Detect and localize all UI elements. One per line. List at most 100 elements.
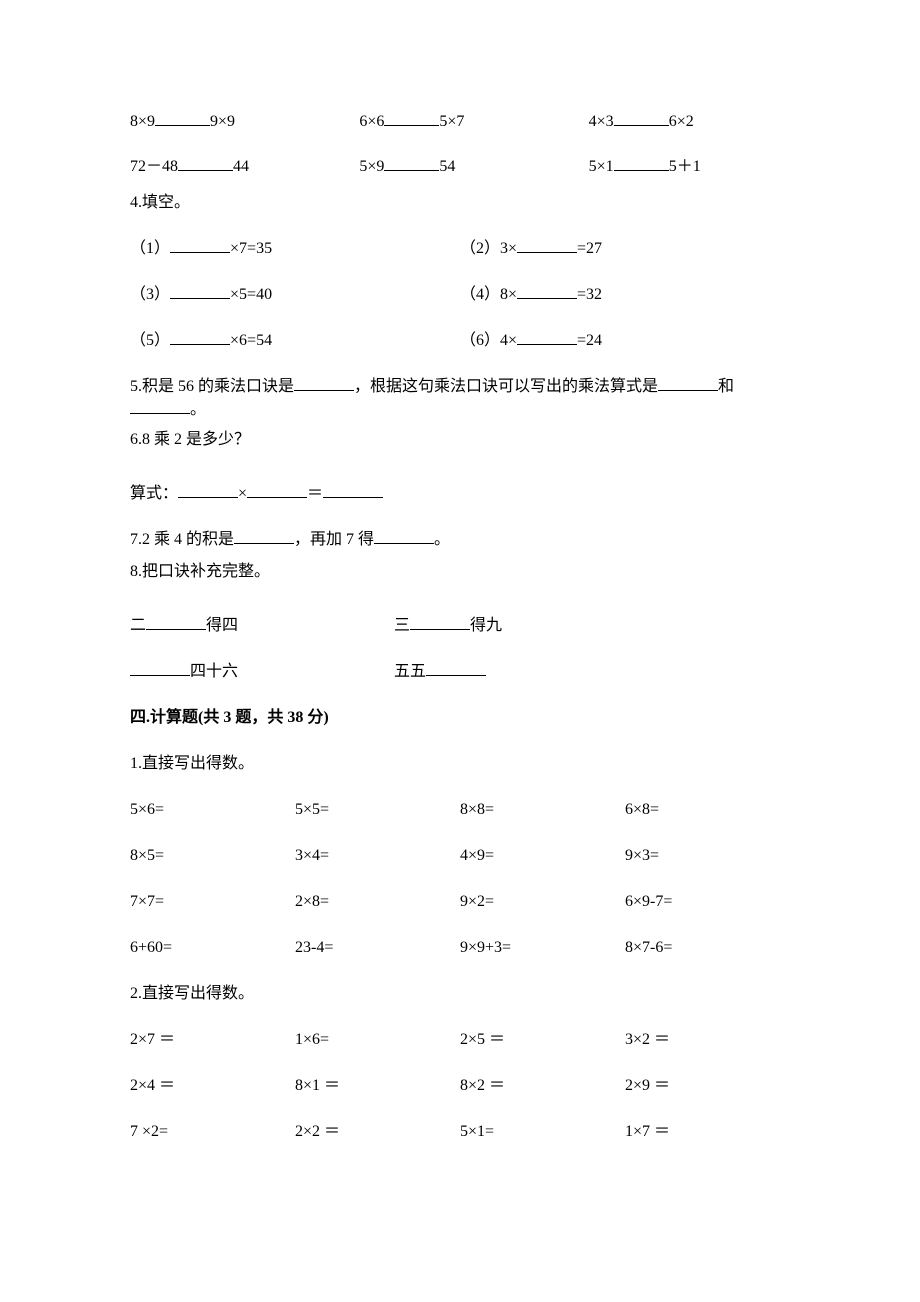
text: =32 bbox=[577, 286, 602, 303]
text: ×7=35 bbox=[230, 240, 272, 257]
text: ×5=40 bbox=[230, 286, 272, 303]
blank bbox=[146, 614, 206, 630]
text: 7.2 乘 4 的积是 bbox=[130, 531, 234, 548]
text: 4×3 bbox=[589, 113, 614, 130]
cell: 1×6= bbox=[295, 1028, 460, 1052]
text: 三 bbox=[394, 617, 410, 634]
text: =27 bbox=[577, 240, 602, 257]
cell: 8×5= bbox=[130, 844, 295, 868]
section-4-title: 四.计算题(共 3 题，共 38 分) bbox=[130, 706, 790, 730]
cell: 2×5 ＝ bbox=[460, 1028, 625, 1052]
text: ×6=54 bbox=[230, 332, 272, 349]
blank bbox=[130, 398, 190, 414]
text: 5.积是 56 的乘法口诀是 bbox=[130, 378, 294, 395]
text: 算式： bbox=[130, 485, 178, 502]
q8-row1: 二得四 三得九 bbox=[130, 614, 790, 638]
text: 五五 bbox=[394, 663, 426, 680]
cell: 5×5= bbox=[295, 798, 460, 822]
text: 5×7 bbox=[439, 113, 464, 130]
blank bbox=[170, 283, 230, 299]
p2-title: 2.直接写出得数。 bbox=[130, 982, 790, 1006]
cell: 2×2 ＝ bbox=[295, 1120, 460, 1144]
q3-row2: 72－4844 5×954 5×15＋1 bbox=[130, 155, 790, 178]
q7: 7.2 乘 4 的积是 ，再加 7 得 。 bbox=[130, 528, 790, 552]
cell: 9×3= bbox=[625, 844, 790, 868]
cell: 6×9-7= bbox=[625, 890, 790, 914]
p2-row1: 2×7 ＝ 1×6= 2×5 ＝ 3×2 ＝ bbox=[130, 1028, 790, 1052]
blank bbox=[517, 283, 577, 299]
cell: 3×2 ＝ bbox=[625, 1028, 790, 1052]
blank bbox=[410, 614, 470, 630]
text: ＝ bbox=[307, 485, 323, 502]
q4-row3: （5） ×6=54 （6）4× =24 bbox=[130, 329, 790, 353]
text: 44 bbox=[233, 158, 249, 175]
text: × bbox=[238, 485, 247, 502]
blank bbox=[130, 660, 190, 676]
text: 5×1 bbox=[589, 158, 614, 175]
text: 。 bbox=[434, 531, 450, 548]
text: （6）4× bbox=[460, 332, 517, 349]
text: ，再加 7 得 bbox=[294, 531, 374, 548]
blank bbox=[517, 329, 577, 345]
cell: 8×7-6= bbox=[625, 936, 790, 960]
blank bbox=[614, 110, 669, 126]
q4-row1: （1）×7=35 （2）3×=27 bbox=[130, 237, 790, 261]
text: =24 bbox=[577, 332, 602, 349]
cell: 8×2 ＝ bbox=[460, 1074, 625, 1098]
blank bbox=[374, 528, 434, 544]
q3-row1: 8×9 9×9 6×6 5×7 4×3 6×2 bbox=[130, 110, 790, 133]
text: 和 bbox=[718, 378, 734, 395]
cell: 7×7= bbox=[130, 890, 295, 914]
cell: 2×8= bbox=[295, 890, 460, 914]
text: 二 bbox=[130, 617, 146, 634]
q4-row2: （3） ×5=40 （4）8× =32 bbox=[130, 283, 790, 307]
cell: 5×6= bbox=[130, 798, 295, 822]
cell: 23-4= bbox=[295, 936, 460, 960]
blank bbox=[658, 375, 718, 391]
p2-row3: 7 ×2= 2×2 ＝ 5×1= 1×7 ＝ bbox=[130, 1120, 790, 1144]
cell: 3×4= bbox=[295, 844, 460, 868]
text: 6×2 bbox=[669, 113, 694, 130]
text: 5＋1 bbox=[669, 158, 701, 175]
q5: 5.积是 56 的乘法口诀是 ，根据这句乘法口诀可以写出的乘法算式是 和。 bbox=[130, 375, 790, 420]
text: 8×9 bbox=[130, 113, 155, 130]
blank bbox=[234, 528, 294, 544]
q6-formula: 算式： × ＝ bbox=[130, 482, 790, 506]
text: 得九 bbox=[470, 617, 502, 634]
blank bbox=[384, 110, 439, 126]
text: （5） bbox=[130, 332, 170, 349]
cell: 9×2= bbox=[460, 890, 625, 914]
blank bbox=[384, 155, 439, 171]
cell: 2×9 ＝ bbox=[625, 1074, 790, 1098]
q8-row2: 四十六 五五 bbox=[130, 660, 790, 684]
blank bbox=[178, 482, 238, 498]
cell: 9×9+3= bbox=[460, 936, 625, 960]
p1-row2: 8×5= 3×4= 4×9= 9×3= bbox=[130, 844, 790, 868]
cell: 1×7 ＝ bbox=[625, 1120, 790, 1144]
cell: 6×8= bbox=[625, 798, 790, 822]
blank bbox=[614, 155, 669, 171]
text: 6×6 bbox=[359, 113, 384, 130]
p1-row4: 6+60= 23-4= 9×9+3= 8×7-6= bbox=[130, 936, 790, 960]
cell: 8×1 ＝ bbox=[295, 1074, 460, 1098]
q4-title: 4.填空。 bbox=[130, 191, 790, 215]
text: 。 bbox=[190, 401, 206, 418]
text: （4）8× bbox=[460, 286, 517, 303]
blank bbox=[170, 237, 230, 253]
blank bbox=[178, 155, 233, 171]
p1-title: 1.直接写出得数。 bbox=[130, 752, 790, 776]
cell: 8×8= bbox=[460, 798, 625, 822]
text: （3） bbox=[130, 286, 170, 303]
blank bbox=[155, 110, 210, 126]
text: 四十六 bbox=[190, 663, 238, 680]
blank bbox=[170, 329, 230, 345]
text: 5×9 bbox=[359, 158, 384, 175]
text: ，根据这句乘法口诀可以写出的乘法算式是 bbox=[354, 378, 658, 395]
cell: 2×4 ＝ bbox=[130, 1074, 295, 1098]
p1-row1: 5×6= 5×5= 8×8= 6×8= bbox=[130, 798, 790, 822]
cell: 4×9= bbox=[460, 844, 625, 868]
blank bbox=[247, 482, 307, 498]
text: 9×9 bbox=[210, 113, 235, 130]
text: 72－48 bbox=[130, 158, 178, 175]
p1-row3: 7×7= 2×8= 9×2= 6×9-7= bbox=[130, 890, 790, 914]
